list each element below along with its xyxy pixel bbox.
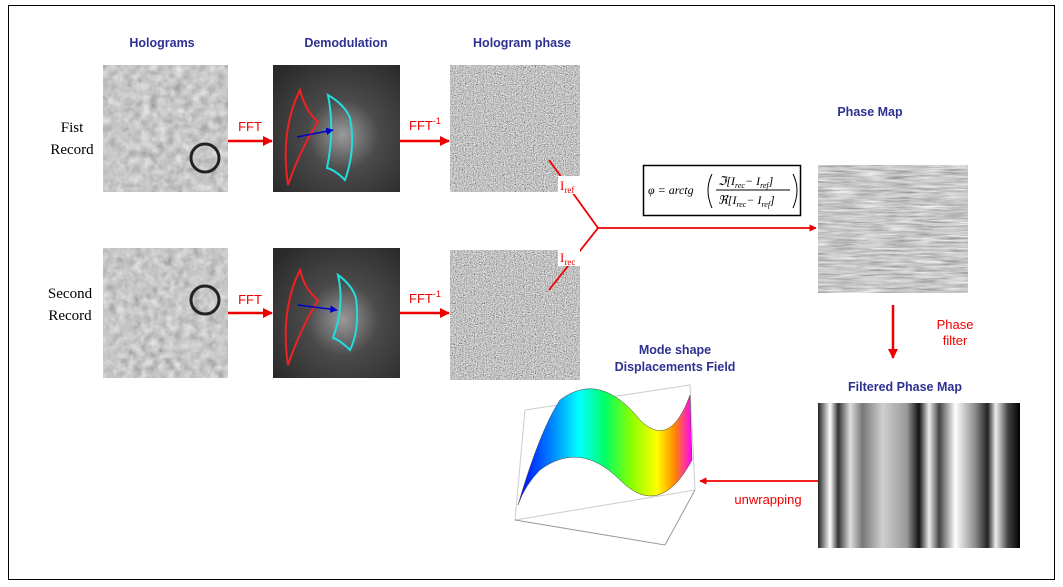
surface [517, 388, 693, 506]
fft-label: FFT [238, 119, 262, 134]
row-2 [103, 248, 580, 380]
formula-lhs: φ = arctg [648, 183, 694, 197]
plot-box [514, 384, 696, 521]
lobe-red [284, 267, 320, 366]
part: − I [745, 174, 761, 188]
text: I [560, 178, 564, 193]
numerator: ℑ[Irec− Iref] [718, 174, 774, 190]
section-title: Mode shape [639, 343, 711, 357]
sup: -1 [433, 116, 441, 126]
plot-axes [514, 489, 696, 546]
denominator: ℜ[Irec− Iref] [718, 193, 775, 209]
i-ref-label: Iref [560, 178, 574, 195]
row-label: Record [48, 308, 92, 324]
phase-image [450, 250, 580, 380]
part: ] [769, 193, 775, 207]
phase-filter-label: filter [943, 333, 968, 348]
column-title: Demodulation [304, 36, 387, 50]
text: FFT [409, 118, 433, 133]
label-bg [558, 176, 580, 194]
row-label: Record [50, 142, 94, 158]
sub: ref [564, 185, 574, 195]
frame [8, 5, 1055, 580]
image-rows [103, 65, 580, 380]
sub: rec [736, 200, 746, 209]
fft-label: FFT [238, 292, 262, 307]
part: ℜ[I [718, 193, 737, 207]
sub: rec [735, 181, 745, 190]
paren [792, 173, 798, 209]
ifft-label: FFT-1 [409, 116, 441, 133]
surface-plot [514, 384, 696, 546]
column-title: Hologram phase [473, 36, 571, 50]
part: ] [768, 174, 774, 188]
sub: ref [761, 200, 771, 209]
section-title: Displacements Field [615, 360, 736, 374]
part: ℑ[I [718, 174, 736, 188]
spectrum-image [273, 248, 400, 378]
lobe-cyan [325, 93, 354, 182]
paren [707, 173, 713, 209]
unwrapping-label: unwrapping [734, 492, 801, 507]
shift-arrow [296, 127, 334, 138]
ring [189, 142, 221, 174]
ifft-label: FFT-1 [409, 289, 441, 306]
lobe-red [284, 87, 320, 186]
lobe-cyan [331, 272, 359, 352]
shift-arrow [297, 304, 338, 313]
section-title: Phase Map [837, 105, 903, 119]
text: FFT [409, 291, 433, 306]
part: − I [746, 193, 762, 207]
column-title: Holograms [129, 36, 194, 50]
i-rec-label: Irec [560, 250, 575, 267]
ring [189, 284, 221, 316]
row-label: Fist [61, 120, 84, 136]
sub: rec [564, 257, 575, 267]
filtered-phase-image [818, 403, 1020, 548]
phase-map-image [818, 165, 968, 293]
sub: ref [760, 181, 770, 190]
text: I [560, 250, 564, 265]
phase-image [450, 65, 580, 192]
sup: -1 [433, 289, 441, 299]
label-bg [558, 248, 580, 266]
row-label: Second [48, 286, 93, 302]
section-title: Filtered Phase Map [848, 380, 962, 394]
phase-filter-label: Phase [937, 317, 974, 332]
formula: φ = arctg ℑ[Irec− Iref] ℜ[Irec− Iref] [642, 164, 802, 217]
row-1 [103, 65, 580, 192]
hologram-image [103, 65, 228, 192]
